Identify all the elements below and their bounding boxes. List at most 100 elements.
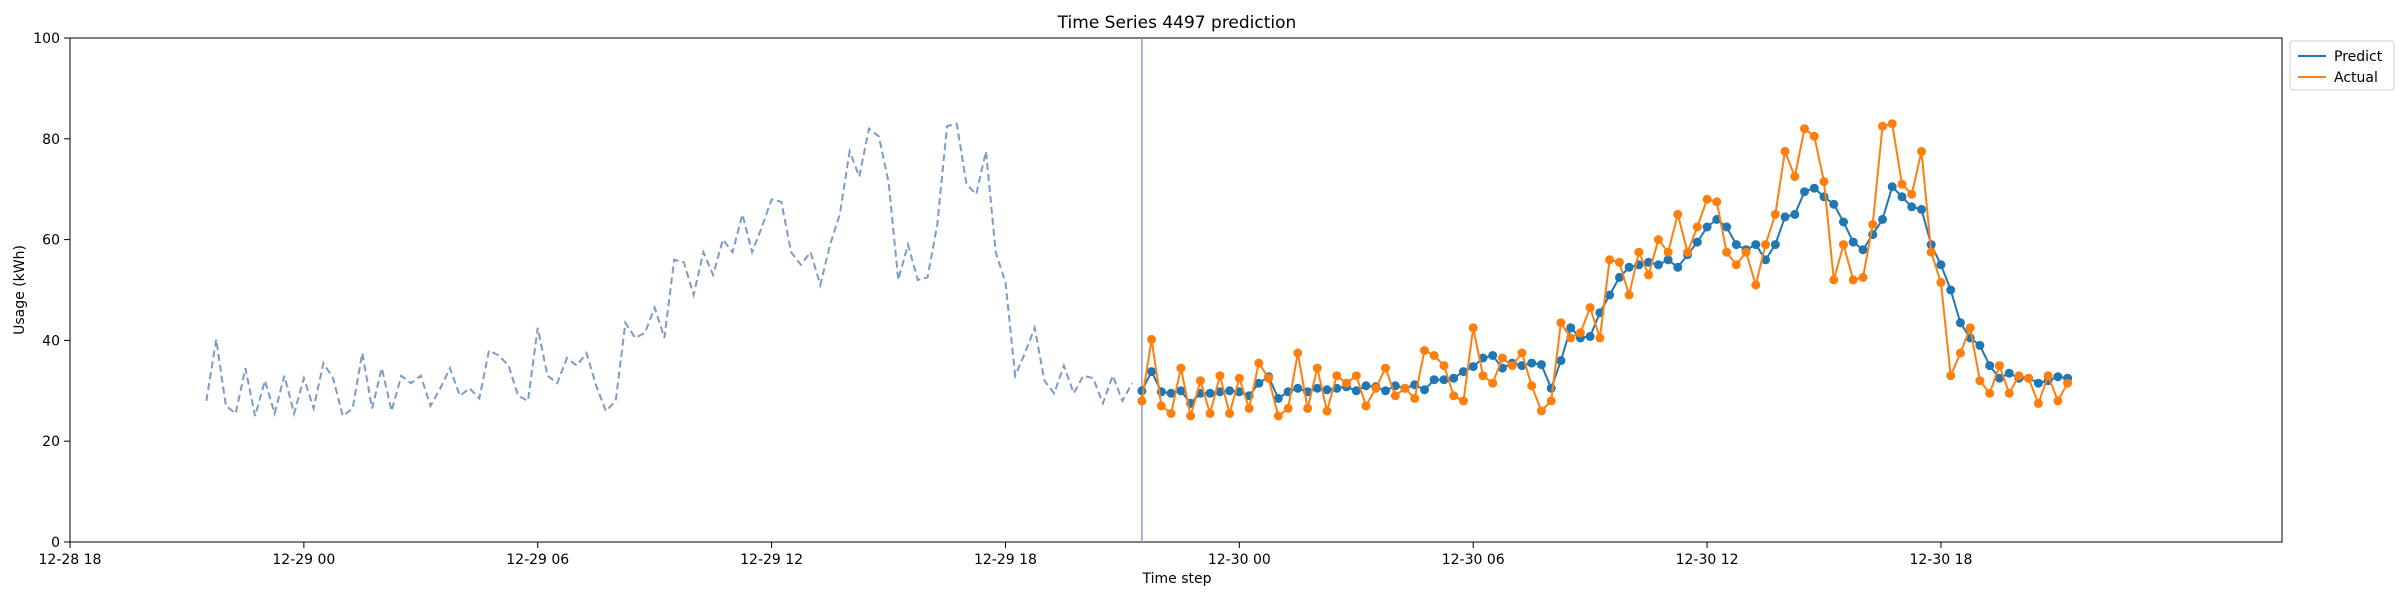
predict-point bbox=[1819, 192, 1829, 202]
predict-point bbox=[1215, 387, 1225, 397]
actual-point bbox=[1390, 391, 1400, 401]
actual-point bbox=[1761, 240, 1770, 250]
y-tick-label: 0 bbox=[51, 535, 60, 551]
actual-point bbox=[1605, 255, 1615, 265]
actual-point bbox=[1195, 376, 1205, 386]
y-tick-label: 40 bbox=[42, 333, 60, 349]
actual-point bbox=[1186, 411, 1196, 421]
actual-point bbox=[1156, 401, 1166, 411]
actual-point bbox=[1975, 376, 1985, 386]
predict-point bbox=[1624, 262, 1634, 272]
predict-point bbox=[1946, 285, 1956, 295]
plot-area: 0 20 40 60 80 100 12-28 18 12-29 00 12-29 06 12-2… bbox=[33, 31, 2283, 568]
actual-point bbox=[1293, 348, 1303, 358]
predict-point bbox=[1468, 362, 1478, 372]
actual-point bbox=[1283, 403, 1293, 413]
actual-point bbox=[1439, 361, 1449, 371]
actual-point bbox=[1858, 272, 1868, 282]
actual-point bbox=[1848, 275, 1858, 285]
predict-point bbox=[1225, 386, 1235, 396]
legend: Predict Actual bbox=[2289, 40, 2395, 91]
predict-point bbox=[1829, 199, 1839, 209]
predict-point bbox=[1205, 388, 1215, 398]
actual-point bbox=[1264, 373, 1274, 383]
predict-point bbox=[1917, 204, 1926, 214]
legend-predict-label: Predict bbox=[2334, 49, 2383, 65]
actual-point bbox=[1663, 247, 1673, 257]
predict-point bbox=[1653, 260, 1663, 270]
actual-point bbox=[1907, 189, 1917, 199]
x-tick-label: 12-30 06 bbox=[1442, 552, 1505, 568]
actual-point bbox=[1712, 197, 1722, 207]
predict-point bbox=[1673, 262, 1683, 272]
actual-point bbox=[1429, 351, 1439, 360]
actual-point bbox=[1381, 363, 1390, 373]
predict-point bbox=[1907, 202, 1917, 212]
predict-point bbox=[1897, 192, 1907, 202]
predict-point bbox=[1663, 255, 1673, 265]
predict-point bbox=[1449, 373, 1459, 383]
actual-point bbox=[1556, 318, 1566, 328]
actual-point bbox=[1585, 303, 1595, 313]
actual-point bbox=[1673, 209, 1683, 219]
actual-point bbox=[1722, 247, 1732, 257]
actual-point bbox=[1351, 371, 1361, 381]
predict-point bbox=[1312, 383, 1322, 393]
predict-point bbox=[1878, 214, 1887, 224]
actual-point bbox=[1322, 406, 1332, 416]
x-tick-label: 12-30 00 bbox=[1208, 552, 1271, 568]
actual-point bbox=[1731, 260, 1741, 270]
actual-point bbox=[1770, 209, 1780, 219]
x-tick-label: 12-29 18 bbox=[974, 552, 1037, 568]
actual-point bbox=[1702, 194, 1712, 204]
actual-point bbox=[1225, 409, 1235, 418]
actual-line bbox=[1140, 122, 2069, 418]
actual-point bbox=[1955, 348, 1965, 358]
actual-point bbox=[1985, 388, 1995, 398]
actual-point bbox=[1624, 290, 1634, 300]
predict-point bbox=[1800, 187, 1809, 197]
actual-point bbox=[1449, 391, 1459, 401]
predict-point bbox=[1994, 373, 2004, 383]
actual-point bbox=[1917, 146, 1926, 156]
predict-point bbox=[1751, 240, 1761, 250]
actual-point bbox=[1215, 371, 1225, 381]
actual-point bbox=[1371, 383, 1381, 393]
x-tick-label: 12-29 12 bbox=[740, 552, 803, 568]
actual-point bbox=[2053, 396, 2063, 406]
predict-point bbox=[1546, 383, 1556, 393]
actual-point bbox=[1205, 409, 1215, 418]
predict-point bbox=[1536, 360, 1546, 370]
actual-point bbox=[1692, 222, 1702, 232]
predict-point bbox=[1858, 245, 1868, 255]
predict-point bbox=[1361, 381, 1371, 391]
actual-point bbox=[1780, 146, 1790, 156]
actual-point bbox=[2004, 388, 2014, 398]
x-tick-label: 12-30 12 bbox=[1676, 552, 1739, 568]
y-tick-label: 20 bbox=[42, 434, 60, 450]
actual-point bbox=[1809, 131, 1819, 141]
actual-point bbox=[1683, 247, 1693, 257]
actual-point bbox=[1546, 396, 1556, 406]
y-axis-label: Usage (kWh) bbox=[12, 245, 28, 335]
actual-point bbox=[1926, 247, 1936, 257]
predict-point bbox=[1985, 361, 1995, 371]
actual-point bbox=[1400, 383, 1410, 393]
actual-point bbox=[1137, 396, 1147, 406]
actual-point bbox=[1527, 381, 1537, 391]
y-tick-label: 60 bbox=[42, 233, 60, 249]
actual-point bbox=[1361, 401, 1371, 411]
predict-point bbox=[1322, 385, 1332, 395]
actual-point bbox=[1819, 177, 1829, 187]
predict-point bbox=[1429, 375, 1439, 385]
actual-point bbox=[1751, 280, 1761, 290]
predict-point bbox=[1137, 386, 1147, 396]
predict-point bbox=[2033, 378, 2043, 388]
actual-point bbox=[1790, 172, 1800, 182]
predict-point bbox=[1790, 209, 1800, 219]
predict-point bbox=[1887, 182, 1897, 192]
predict-point bbox=[1488, 351, 1498, 360]
actual-point bbox=[1829, 275, 1839, 285]
